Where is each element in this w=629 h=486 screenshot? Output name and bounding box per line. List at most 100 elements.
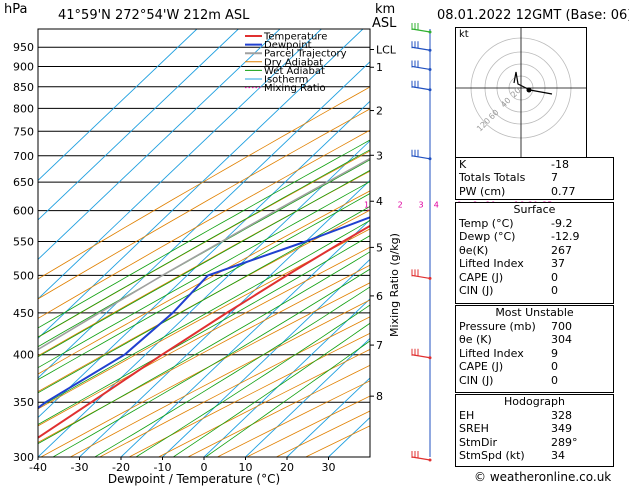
wet-adiabat-line (135, 304, 370, 457)
credit-link[interactable]: © weatheronline.co.uk (474, 470, 612, 484)
x-tick-label: -30 (71, 461, 89, 474)
height-tick-label: 5 (376, 241, 383, 254)
wet-adiabat-line (38, 139, 370, 329)
parcel-trajectory-line (38, 157, 370, 351)
table-row: Pressure (mb) 700 (456, 320, 613, 333)
wet-adiabat-line (38, 219, 370, 409)
dry-adiabat-line (38, 246, 370, 427)
mu-key: CAPE (J) (459, 360, 504, 374)
mu-value: 0 (551, 373, 558, 387)
mixing-ratio-label: 4 (434, 201, 439, 210)
dry-adiabat-line (70, 299, 370, 457)
mu-value: 9 (551, 346, 558, 360)
hodo-key: StmDir (459, 435, 498, 449)
index-value: -18 (551, 158, 569, 171)
height-tick-label: 2 (376, 105, 383, 118)
dry-adiabat-line (40, 282, 370, 457)
pressure-tick-label: 800 (13, 102, 34, 115)
dry-adiabat-line (38, 129, 370, 319)
height-tick-label: 7 (376, 339, 383, 352)
surface-key: Dewp (°C) (459, 230, 516, 244)
table-row: θe(K) 267 (456, 244, 613, 257)
mu-key: CIN (J) (459, 373, 494, 387)
wet-adiabat-line (94, 286, 370, 457)
isotherm-line (38, 29, 322, 300)
wind-barb-dot (428, 88, 432, 92)
isotherm-line (38, 61, 370, 379)
wind-barb-dot (428, 67, 432, 71)
pressure-tick-label: 850 (13, 81, 34, 94)
height-tick-label: 3 (376, 149, 383, 162)
table-row: EH 328 (456, 409, 613, 422)
wind-barb-dot (428, 157, 432, 161)
surface-value: 267 (551, 243, 572, 257)
hodo-key: EH (459, 409, 475, 422)
legend-label: Isotherm (264, 75, 308, 86)
height-unit-asl: ASL (372, 16, 397, 31)
dewpoint-line (38, 216, 370, 410)
wind-barb-dot (428, 30, 432, 34)
table-row: Lifted Index 9 (456, 347, 613, 360)
isotherm-line (245, 337, 370, 457)
pressure-tick-label: 500 (13, 269, 34, 282)
wind-barb-dot (428, 458, 432, 462)
pressure-tick-label: 300 (13, 451, 34, 464)
hodo-value: 349 (551, 422, 572, 436)
dry-adiabat-line (99, 316, 370, 457)
surface-key: θe(K) (459, 243, 489, 257)
mu-key: θe (K) (459, 333, 492, 347)
x-tick-label: -20 (112, 461, 130, 474)
x-axis-label: Dewpoint / Temperature (°C) (108, 472, 280, 486)
isotherm-line (162, 258, 370, 457)
pressure-tick-label: 950 (13, 41, 34, 54)
surface-key: CAPE (J) (459, 270, 504, 284)
height-tick-label: 8 (376, 390, 383, 403)
hodograph-ring-label: 60 (487, 108, 501, 122)
table-row: K -18 (456, 158, 613, 171)
table-row: Temp (°C) -9.2 (456, 217, 613, 230)
isotherm-line (120, 219, 370, 457)
pressure-tick-label: 600 (13, 205, 34, 218)
wet-adiabat-line (38, 193, 370, 381)
mu-key: Pressure (mb) (459, 320, 536, 333)
dry-adiabat-line (38, 86, 370, 280)
legend-label: Parcel Trajectory (264, 49, 347, 60)
surface-value: 0 (551, 283, 558, 297)
surface-value: -9.2 (551, 217, 573, 230)
mu-value: 700 (551, 320, 572, 333)
table-row: Lifted Index 37 (456, 257, 613, 270)
x-tick-label: 10 (239, 461, 253, 474)
table-row: CAPE (J) 0 (456, 271, 613, 284)
pressure-tick-label: 400 (13, 349, 34, 362)
wet-adiabat-line (38, 159, 370, 348)
table-row: PW (cm) 0.77 (456, 185, 613, 198)
mixing-ratio-label: 3 (418, 201, 423, 210)
index-value: 0.77 (551, 184, 576, 198)
mu-value: 0 (551, 360, 558, 374)
hodograph-table-title: Hodograph (504, 395, 565, 408)
temperature-line (38, 224, 370, 439)
surface-value: -12.9 (551, 230, 580, 244)
hodograph-unit: kt (459, 29, 469, 40)
hodograph-panel: 120 60 40 20 kt (455, 27, 587, 159)
legend-label: Wet Adiabat (264, 66, 325, 77)
height-tick-label: 6 (376, 290, 383, 303)
pressure-tick-label: 550 (13, 236, 34, 249)
index-key: K (459, 158, 467, 171)
x-tick-label: -10 (154, 461, 172, 474)
wet-adiabat-line (38, 149, 370, 338)
wet-adiabat-line (38, 181, 370, 369)
index-key: Totals Totals (459, 171, 526, 185)
wind-barb-dot (428, 276, 432, 280)
wet-adiabat-line (38, 251, 370, 445)
plot-area (38, 29, 370, 457)
table-row: StmSpd (kt) 34 (456, 449, 613, 462)
legend-label: Dewpoint (264, 40, 312, 51)
surface-key: Temp (°C) (459, 217, 514, 230)
wet-adiabat-line (52, 268, 370, 457)
surface-value: 37 (551, 257, 565, 271)
hodo-value: 34 (551, 449, 565, 463)
mixing-ratio-label: 1 (364, 201, 369, 210)
hodo-value: 289° (551, 435, 578, 449)
